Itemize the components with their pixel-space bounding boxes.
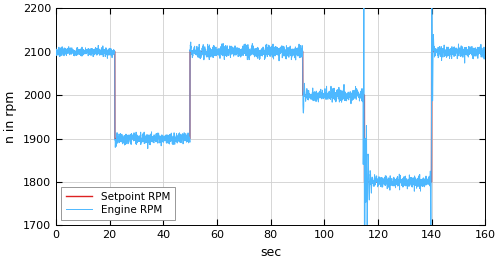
Setpoint RPM [211,50,217,53]
X-axis label: sec: sec [260,246,281,259]
Line: Setpoint RPM: Setpoint RPM [56,52,486,182]
Setpoint RPM [386,180,392,184]
Setpoint RPM [192,50,198,53]
Y-axis label: n in rpm: n in rpm [4,91,17,143]
Setpoint RPM [342,93,347,97]
Line: Engine RPM: Engine RPM [56,0,486,263]
Engine RPM [53,46,59,49]
Setpoint RPM [392,180,398,184]
Setpoint RPM [362,180,368,184]
Engine RPM [482,50,488,53]
Setpoint RPM [482,50,488,53]
Engine RPM [342,95,347,98]
Setpoint RPM [53,50,59,53]
Engine RPM [393,178,399,181]
Engine RPM [324,96,330,99]
Engine RPM [387,185,393,189]
Setpoint RPM [324,93,330,97]
Engine RPM [192,48,198,52]
Legend: Setpoint RPM, Engine RPM: Setpoint RPM, Engine RPM [61,187,175,220]
Engine RPM [211,48,217,51]
